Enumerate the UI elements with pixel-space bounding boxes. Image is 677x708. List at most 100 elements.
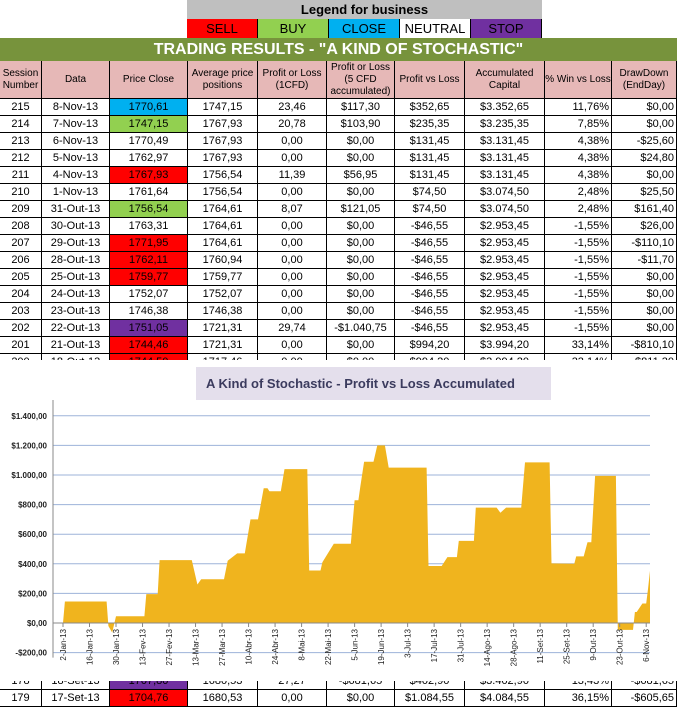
table-row: 210 1-Nov-13 1761,64 1756,54 0,00 $0,00 $74,50… <box>0 184 677 201</box>
cell-profit-or-loss-1cfd: 0,00 <box>258 235 327 251</box>
table-row: 211 4-Nov-13 1767,93 1756,54 11,39 $56,95 $131… <box>0 167 677 184</box>
cell--win-vs-loss: -1,55% <box>545 218 612 234</box>
table-row: 208 30-Out-13 1763,31 1764,61 0,00 $0,00 -$46,… <box>0 218 677 235</box>
cell-average-price-positions: 1756,54 <box>188 167 258 183</box>
cell--win-vs-loss: 2,48% <box>545 184 612 200</box>
x-tick-label: 14-Ago-13 <box>483 628 492 666</box>
cell-accumulated-capital: $3.074,50 <box>465 184 545 200</box>
column-header: Profit vs Loss <box>395 61 465 98</box>
y-tick-label: -$200,00 <box>15 649 47 658</box>
cell-data: 22-Out-13 <box>42 320 110 336</box>
cell-profit-or-loss-5-cfd-accumulated: $117,30 <box>327 99 395 115</box>
cell-profit-or-loss-5-cfd-accumulated: $0,00 <box>327 303 395 319</box>
cell-price-close: 1770,49 <box>110 133 188 149</box>
cell-average-price-positions: 1752,07 <box>188 286 258 302</box>
cell-accumulated-capital: $4.084,55 <box>465 690 545 706</box>
cell-session-number: 179 <box>0 690 42 706</box>
cell-profit-or-loss-5-cfd-accumulated: $0,00 <box>327 252 395 268</box>
cell-profit-or-loss-5-cfd-accumulated: $56,95 <box>327 167 395 183</box>
cell--win-vs-loss: -1,55% <box>545 269 612 285</box>
cell-profit-or-loss-1cfd: 0,00 <box>258 218 327 234</box>
cell-average-price-positions: 1764,61 <box>188 218 258 234</box>
x-tick-label: 3-Jul-13 <box>404 628 413 657</box>
cell-profit-vs-loss: -$46,55 <box>395 235 465 251</box>
table-row: 202 22-Out-13 1751,05 1721,31 29,74 -$1.040,7… <box>0 320 677 337</box>
cell-profit-or-loss-1cfd: 0,00 <box>258 286 327 302</box>
cell-average-price-positions: 1767,93 <box>188 150 258 166</box>
x-tick-label: 24-Abr-13 <box>271 628 280 664</box>
cell-data: 21-Out-13 <box>42 337 110 353</box>
y-tick-label: $400,00 <box>18 560 47 569</box>
cell-session-number: 204 <box>0 286 42 302</box>
cell-profit-or-loss-1cfd: 23,46 <box>258 99 327 115</box>
cell-drawdown-endday: $24,80 <box>612 150 677 166</box>
x-tick-label: 5-Jun-13 <box>351 628 360 660</box>
cell-price-close: 1767,93 <box>110 167 188 183</box>
table-row: 201 21-Out-13 1744,46 1721,31 0,00 $0,00 $994,… <box>0 337 677 354</box>
cell-price-close: 1771,95 <box>110 235 188 251</box>
x-tick-label: 6-Nov-13 <box>642 628 651 661</box>
cell-price-close: 1744,46 <box>110 337 188 353</box>
table-row: 209 31-Out-13 1756,54 1764,61 8,07 $121,05 $74… <box>0 201 677 218</box>
cell-average-price-positions: 1767,93 <box>188 133 258 149</box>
cell-profit-vs-loss: $994,20 <box>395 337 465 353</box>
legend-close: CLOSE <box>329 19 400 38</box>
table-row: 179 17-Set-13 1704,76 1680,53 0,00 $0,00 $1.08… <box>0 690 677 707</box>
column-header: Profit or Loss (5 CFD accumulated) <box>327 61 395 98</box>
chart-plot: -$200,00 $0,00 $200,00 $400,00 $600,00 $800,0… <box>11 400 651 666</box>
cell-profit-or-loss-1cfd: 0,00 <box>258 133 327 149</box>
legend-stop-loss: STOP LOSS <box>471 19 542 55</box>
cell-accumulated-capital: $3.352,65 <box>465 99 545 115</box>
table-row: 205 25-Out-13 1759,77 1759,77 0,00 $0,00 -$46,… <box>0 269 677 286</box>
cell-session-number: 203 <box>0 303 42 319</box>
cell-profit-or-loss-5-cfd-accumulated: $0,00 <box>327 269 395 285</box>
x-tick-label: 19-Jun-13 <box>377 628 386 665</box>
cell-data: 4-Nov-13 <box>42 167 110 183</box>
cell-price-close: 1751,05 <box>110 320 188 336</box>
cell-price-close: 1756,54 <box>110 201 188 217</box>
cell-drawdown-endday: -$110,10 <box>612 235 677 251</box>
cell-average-price-positions: 1764,61 <box>188 235 258 251</box>
cell-profit-vs-loss: $131,45 <box>395 167 465 183</box>
cell-average-price-positions: 1680,53 <box>188 690 258 706</box>
table-header: Session Number Data Price Close Average pri… <box>0 61 677 99</box>
cell-profit-or-loss-1cfd: 0,00 <box>258 150 327 166</box>
cell-data: 5-Nov-13 <box>42 150 110 166</box>
cell-drawdown-endday: $0,00 <box>612 167 677 183</box>
cell--win-vs-loss: 36,15% <box>545 690 612 706</box>
cell--win-vs-loss: -1,55% <box>545 235 612 251</box>
cell-data: 30-Out-13 <box>42 218 110 234</box>
table-row: 214 7-Nov-13 1747,15 1767,93 20,78 $103,90 $23… <box>0 116 677 133</box>
cell-price-close: 1746,38 <box>110 303 188 319</box>
cell-session-number: 214 <box>0 116 42 132</box>
cell-profit-vs-loss: -$46,55 <box>395 269 465 285</box>
cell--win-vs-loss: -1,55% <box>545 252 612 268</box>
cell--win-vs-loss: 11,76% <box>545 99 612 115</box>
cell-profit-or-loss-1cfd: 0,00 <box>258 252 327 268</box>
cell-session-number: 213 <box>0 133 42 149</box>
cell-profit-or-loss-1cfd: 0,00 <box>258 690 327 706</box>
legend-sell: SELL <box>187 19 258 38</box>
cell--win-vs-loss: 33,14% <box>545 337 612 353</box>
cell-profit-vs-loss: -$46,55 <box>395 320 465 336</box>
cell-profit-or-loss-5-cfd-accumulated: $0,00 <box>327 337 395 353</box>
cell-average-price-positions: 1746,38 <box>188 303 258 319</box>
cell-accumulated-capital: $2.953,45 <box>465 252 545 268</box>
cell--win-vs-loss: -1,55% <box>545 286 612 302</box>
cell-drawdown-endday: $0,00 <box>612 116 677 132</box>
cell-data: 29-Out-13 <box>42 235 110 251</box>
cell-data: 17-Set-13 <box>42 690 110 706</box>
x-tick-label: 16-Jan-13 <box>86 628 95 665</box>
cell-session-number: 205 <box>0 269 42 285</box>
cell-accumulated-capital: $3.074,50 <box>465 201 545 217</box>
profit-chart[interactable]: A Kind of Stochastic - Profit vs Loss Ac… <box>0 360 677 681</box>
cell-session-number: 215 <box>0 99 42 115</box>
cell-average-price-positions: 1767,93 <box>188 116 258 132</box>
table-row: 204 24-Out-13 1752,07 1752,07 0,00 $0,00 -$46,… <box>0 286 677 303</box>
cell-data: 1-Nov-13 <box>42 184 110 200</box>
cell-average-price-positions: 1764,61 <box>188 201 258 217</box>
cell-session-number: 201 <box>0 337 42 353</box>
cell-price-close: 1747,15 <box>110 116 188 132</box>
x-tick-label: 30-Jan-13 <box>112 628 121 665</box>
x-tick-label: 13-Fev-13 <box>139 628 148 665</box>
